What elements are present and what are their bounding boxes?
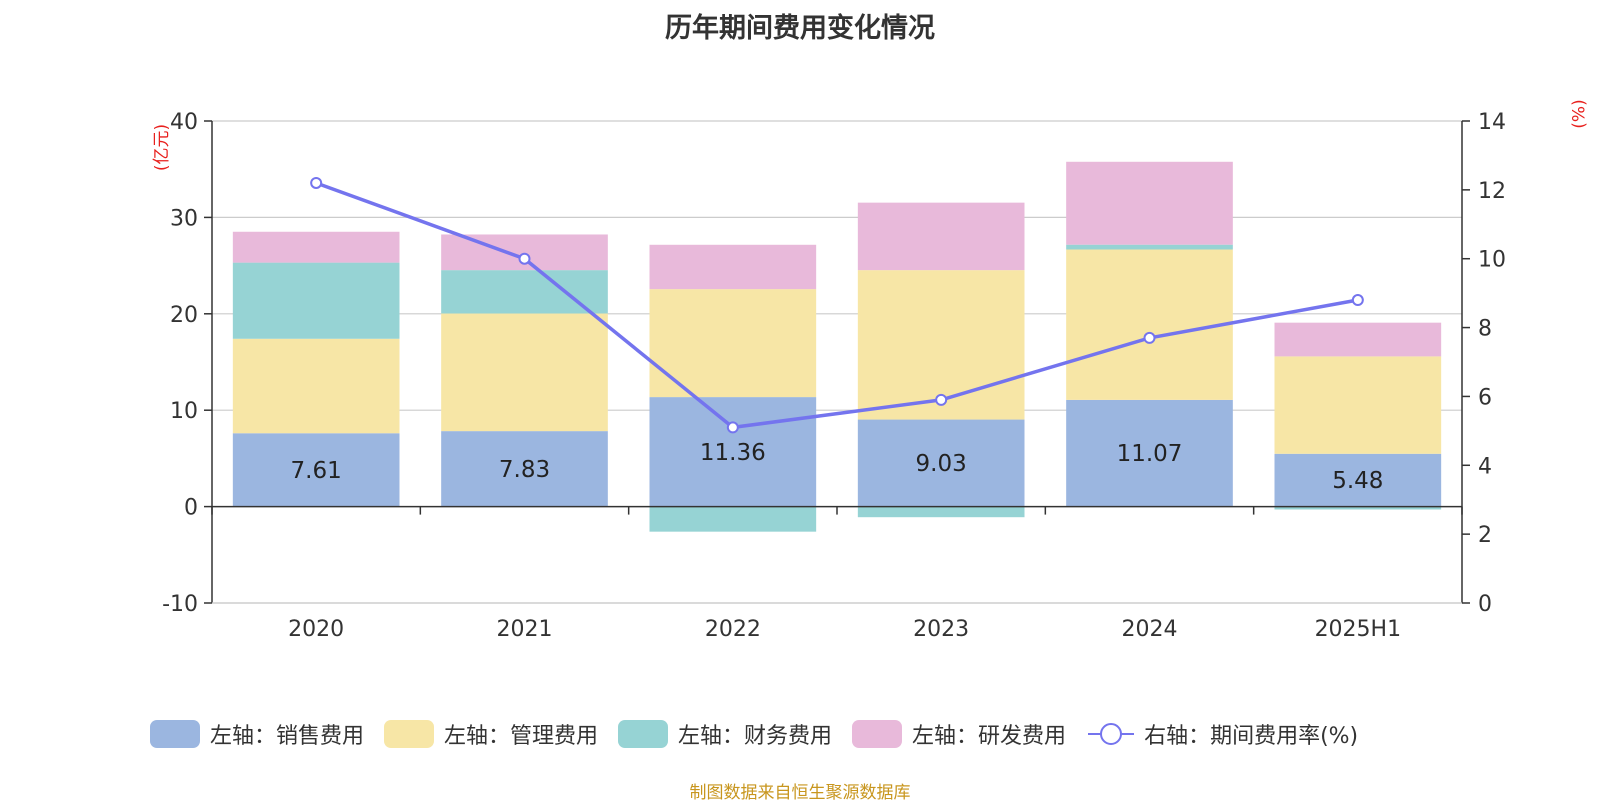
expense-rate-line [315,181,1359,430]
bar-4-2025H1 [1274,322,1442,357]
bar-2-2020 [232,338,400,434]
bar-4-2024 [1066,161,1233,245]
left-axis-tick-label: 20 [170,303,198,328]
bar-data-label: 7.83 [499,457,550,483]
right-axis-tick-label: 0 [1478,592,1492,617]
bar-3-2020 [232,262,400,339]
right-axis-tick-label: 12 [1478,179,1506,204]
x-axis-tick-label: 2025H1 [1315,617,1402,642]
x-axis-tick-label: 2022 [705,617,761,642]
right-axis-tick-label: 6 [1478,385,1492,410]
bar-2-2025H1 [1274,356,1442,454]
expense-rate-point-2025H1 [1351,294,1364,307]
legend-swatch-management [384,720,435,748]
bar-1-2020 [232,433,400,507]
bar-data-label: 7.61 [291,458,342,484]
chart-plot: -10 0 10 20 30 40 0 2 4 6 8 10 12 14 7.61 7.83 11.36 9.03… [162,110,1506,642]
bar-1-2024 [1066,399,1233,507]
left-axis-tick-label: 10 [170,399,198,424]
left-axis-tick-label: 30 [170,206,198,231]
x-axis-tick-label: 2024 [1122,617,1178,642]
expense-rate-point-2022 [726,421,739,434]
legend-label-sales: 左轴：销售费用 [210,724,365,749]
bar-data-label: 9.03 [916,451,967,477]
legend-item-finance[interactable]: 左轴：财务费用 [618,718,832,750]
legend-swatch-sales [150,720,200,748]
x-axis-tick-label: 2023 [913,617,969,642]
expense-rate-point-2023 [935,393,948,406]
bar-3-2023 [857,506,1025,518]
legend-swatch-finance [618,720,669,748]
expense-rate-point-2024 [1143,331,1156,344]
left-axis-tick-label: -10 [162,592,198,617]
bar-data-label: 11.07 [1117,441,1183,467]
x-axis-tick-label: 2020 [288,617,344,642]
bar-data-label: 11.36 [700,440,766,466]
right-axis-tick-label: 4 [1478,454,1492,479]
bar-1-2021 [441,431,608,507]
legend-label-finance: 左轴：财务费用 [678,724,833,749]
bar-1-2023 [857,419,1025,507]
chart-legend: 左轴：销售费用 左轴：管理费用 左轴：财务费用 左轴：研发费用 右轴：期间费用率… [150,718,1378,750]
bar-3-2022 [649,506,817,532]
data-source-note: 制图数据来自恒生聚源数据库 [689,783,911,803]
legend-item-expense-rate[interactable]: 右轴：期间费用率(%) [1086,718,1358,750]
bar-1-2022 [649,397,817,507]
x-axis-tick-label: 2021 [497,617,553,642]
expense-rate-point-2020 [310,176,323,189]
right-axis-tick-label: 14 [1478,110,1506,135]
right-axis-tick-label: 2 [1478,523,1492,548]
bar-4-2023 [857,202,1025,271]
legend-item-sales[interactable]: 左轴：销售费用 [150,718,364,750]
legend-swatch-expense-rate [1088,723,1135,745]
bar-4-2022 [649,244,817,290]
legend-item-management[interactable]: 左轴：管理费用 [384,718,598,750]
bar-2-2021 [441,313,608,432]
bar-4-2020 [232,231,400,263]
right-axis-tick-label: 10 [1478,248,1506,273]
bar-2-2024 [1066,249,1233,400]
bar-1-2025H1 [1274,453,1442,507]
bar-3-2021 [441,270,608,314]
legend-label-rd: 左轴：研发费用 [912,724,1067,749]
left-axis-tick-label: 40 [170,110,198,135]
bar-4-2021 [441,234,608,271]
bar-data-label: 5.48 [1332,468,1383,494]
bar-3-2025H1 [1274,506,1442,510]
legend-swatch-rd [852,720,903,748]
bar-2-2022 [649,289,817,398]
expense-rate-point-2021 [518,252,531,265]
right-axis-tick-label: 8 [1478,317,1492,342]
left-axis-tick-label: 0 [184,496,198,521]
legend-label-management: 左轴：管理费用 [444,724,599,749]
bar-3-2024 [1066,244,1233,250]
legend-label-expense-rate: 右轴：期间费用率(%) [1144,724,1359,749]
legend-item-rd[interactable]: 左轴：研发费用 [852,718,1066,750]
chart-title: 历年期间费用变化情况 [665,13,935,44]
